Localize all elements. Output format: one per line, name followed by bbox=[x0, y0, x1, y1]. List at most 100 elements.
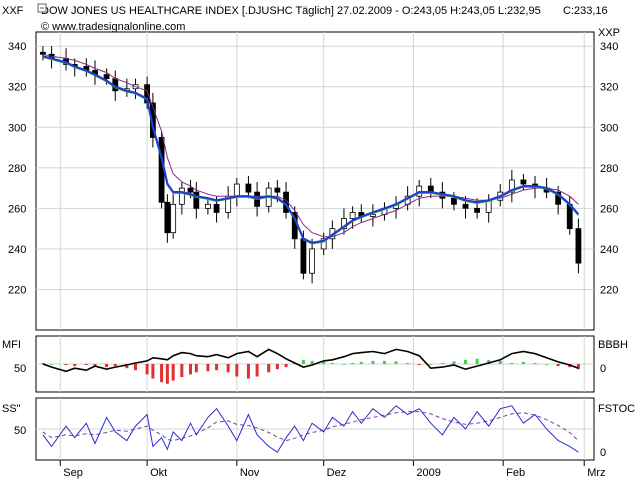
right-corner-label: XXP bbox=[598, 27, 620, 39]
stoch-label: SS" bbox=[2, 403, 21, 415]
mfi-histogram-bar bbox=[351, 362, 355, 364]
candle-body bbox=[233, 183, 240, 197]
candle-body bbox=[187, 187, 194, 193]
y-tick-label-right: 340 bbox=[600, 41, 618, 53]
mfi-histogram-bar bbox=[194, 364, 198, 373]
y-tick-label-right: 240 bbox=[600, 244, 618, 256]
candle-body bbox=[170, 203, 177, 234]
candle-body bbox=[164, 201, 171, 234]
mfi-histogram-bar bbox=[165, 364, 169, 384]
candle-body bbox=[103, 74, 110, 80]
y-tick-label-right: 280 bbox=[600, 163, 618, 175]
mfi-right-label: BBBH bbox=[598, 339, 628, 351]
mfi-line bbox=[42, 348, 579, 373]
mfi-histogram-bar bbox=[359, 361, 363, 364]
grid-layer bbox=[36, 32, 594, 466]
mfi-histogram-bar bbox=[545, 364, 549, 365]
candle-body bbox=[274, 187, 281, 193]
mfi-layer bbox=[36, 348, 594, 384]
candle-body bbox=[369, 214, 376, 217]
mfi-histogram-bar bbox=[171, 364, 175, 381]
mfi-histogram-bar bbox=[322, 361, 326, 364]
mfi-histogram-bar bbox=[151, 364, 155, 379]
x-tick-label: Okt bbox=[150, 467, 167, 479]
mfi-histogram-bar bbox=[134, 364, 138, 371]
mfi-histogram-bar bbox=[215, 364, 219, 371]
candle-body bbox=[178, 187, 185, 205]
mfi-histogram-bar bbox=[301, 359, 305, 364]
mfi-histogram-bar bbox=[226, 364, 230, 373]
y-tick-label-right: 320 bbox=[600, 82, 618, 94]
mfi-histogram-bar bbox=[452, 361, 456, 364]
y-tick-label: 320 bbox=[8, 82, 26, 94]
mfi-histogram-bar bbox=[498, 360, 502, 364]
mfi-histogram-bar bbox=[510, 362, 514, 364]
y-tick-label-right: 260 bbox=[600, 203, 618, 215]
mfi-histogram-bar bbox=[417, 364, 421, 366]
mfi-histogram-bar bbox=[206, 364, 210, 372]
price-panel bbox=[35, 31, 595, 331]
mfi-tick-50: 50 bbox=[14, 363, 26, 375]
mfi-histogram-bar bbox=[382, 360, 386, 364]
mfi-histogram-bar bbox=[267, 364, 271, 373]
mfi-right-tick: 0 bbox=[600, 363, 606, 375]
mfi-histogram-bar bbox=[440, 362, 444, 364]
mfi-histogram-bar bbox=[521, 361, 525, 364]
mfi-histogram-bar bbox=[487, 359, 491, 364]
candle-body bbox=[575, 228, 582, 264]
mfi-histogram-bar bbox=[406, 362, 410, 364]
x-axis: Sep Okt Nov Dez 2009 Feb Mrz bbox=[63, 467, 605, 479]
stoch-right-label: FSTOC bbox=[598, 403, 635, 415]
x-tick-label: Sep bbox=[63, 467, 83, 479]
candle-body bbox=[555, 191, 562, 205]
ma-slow-line bbox=[42, 53, 579, 238]
mfi-histogram-bar bbox=[255, 364, 259, 377]
mfi-histogram-bar bbox=[246, 364, 250, 379]
mfi-histogram-bar bbox=[475, 358, 479, 364]
y-tick-label: 260 bbox=[8, 203, 26, 215]
candle-body bbox=[508, 179, 515, 193]
mfi-histogram-bar bbox=[125, 364, 129, 369]
mfi-histogram-bar bbox=[105, 364, 109, 368]
watermark: © www.tradesignalonline.com bbox=[41, 21, 185, 33]
candle-body bbox=[213, 203, 220, 213]
last-value: C:233,16 bbox=[563, 5, 608, 17]
mfi-histogram-bar bbox=[64, 364, 68, 366]
x-tick-label: Dez bbox=[327, 467, 347, 479]
mfi-histogram-bar bbox=[576, 364, 580, 370]
mfi-histogram-bar bbox=[284, 364, 288, 368]
candle-body bbox=[349, 212, 356, 219]
y-tick-label: 280 bbox=[8, 163, 26, 175]
ma-fast-line bbox=[42, 55, 580, 244]
chart-title: DOW JONES US HEALTHCARE INDEX [.DJUSHC T… bbox=[41, 5, 541, 17]
settings-icon[interactable] bbox=[37, 3, 47, 13]
mfi-histogram-bar bbox=[235, 364, 239, 377]
y-tick-label-right: 300 bbox=[600, 122, 618, 134]
mfi-histogram-bar bbox=[464, 359, 468, 364]
y-tick-label: 220 bbox=[8, 284, 26, 296]
stoch-k-line bbox=[42, 405, 579, 453]
mfi-histogram-bar bbox=[160, 364, 164, 383]
candle-body bbox=[320, 238, 327, 250]
mfi-histogram-bar bbox=[275, 364, 279, 370]
mfi-histogram-bar bbox=[73, 364, 77, 367]
x-tick-label: Nov bbox=[240, 467, 260, 479]
y-tick-label: 340 bbox=[8, 41, 26, 53]
mfi-histogram-bar bbox=[84, 364, 88, 366]
mfi-histogram-bar bbox=[113, 364, 117, 367]
mfi-histogram-bar bbox=[310, 360, 314, 364]
y-tick-label: 300 bbox=[8, 122, 26, 134]
candle-body bbox=[474, 207, 481, 213]
candle-body bbox=[245, 183, 252, 193]
candle-body bbox=[451, 197, 457, 205]
mfi-histogram-bar bbox=[189, 364, 193, 375]
candle-body bbox=[300, 238, 307, 274]
mfi-histogram-bar bbox=[394, 361, 398, 364]
candle-body bbox=[309, 248, 316, 274]
y-tick-label: 240 bbox=[8, 244, 26, 256]
x-tick-label: Feb bbox=[506, 467, 525, 479]
mfi-histogram-bar bbox=[50, 364, 54, 365]
mfi-histogram-bar bbox=[41, 362, 45, 364]
mfi-histogram-bar bbox=[556, 364, 560, 367]
